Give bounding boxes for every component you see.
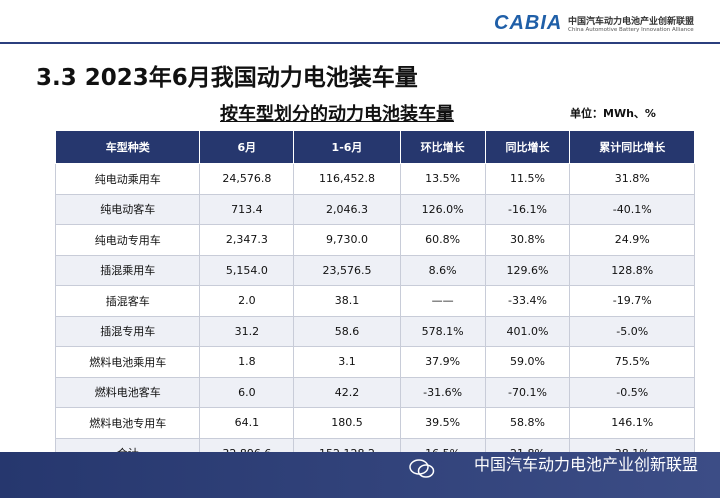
column-header: 累计同比增长 — [569, 130, 695, 164]
table-cell: 146.1% — [569, 407, 695, 439]
table-cell: 5,154.0 — [199, 254, 295, 286]
table-cell: 180.5 — [293, 407, 401, 439]
table-cell: 燃料电池乘用车 — [54, 346, 201, 378]
column-header: 车型种类 — [54, 130, 201, 164]
table-cell: 6.0 — [199, 376, 295, 408]
unit-label: 单位：MWh、% — [570, 107, 656, 120]
table-cell: -31.6% — [399, 376, 486, 408]
table-row: 纯电动客车 713.4 2,046.3 126.0% -16.1% -40.1% — [54, 193, 695, 225]
table-row: 插混专用车 31.2 58.6 578.1% 401.0% -5.0% — [54, 315, 695, 347]
table-cell: 纯电动乘用车 — [54, 163, 201, 195]
table-cell: 8.6% — [399, 254, 486, 286]
table-cell: -0.5% — [569, 376, 695, 408]
logo: CABIA — [494, 12, 563, 34]
column-header: 同比增长 — [484, 130, 571, 164]
column-header: 环比增长 — [399, 130, 486, 164]
table-row: 插混乘用车 5,154.0 23,576.5 8.6% 129.6% 128.8% — [54, 254, 695, 286]
table-cell: -19.7% — [569, 285, 695, 317]
table-cell: 2.0 — [199, 285, 295, 317]
org-name-en: China Automotive Battery Innovation Alli… — [568, 27, 694, 33]
table-cell: 30.8% — [484, 224, 571, 256]
footer-text: 中国汽车动力电池产业创新联盟 — [473, 455, 698, 474]
table-cell: 60.8% — [399, 224, 486, 256]
table-cell: 2,046.3 — [293, 193, 401, 225]
table-cell: 插混乘用车 — [54, 254, 201, 286]
table-cell: 31.8% — [569, 163, 695, 195]
table-cell: -70.1% — [484, 376, 571, 408]
table-cell: 126.0% — [399, 193, 486, 225]
table-cell: 24.9% — [569, 224, 695, 256]
table-cell: 9,730.0 — [293, 224, 401, 256]
table-cell: -5.0% — [569, 315, 695, 347]
table-cell: 插混专用车 — [54, 315, 201, 347]
table-cell: 578.1% — [399, 315, 486, 347]
table-row: 纯电动专用车 2,347.3 9,730.0 60.8% 30.8% 24.9% — [54, 224, 695, 256]
org-name: 中国汽车动力电池产业创新联盟 — [568, 17, 695, 27]
column-header: 1-6月 — [293, 130, 401, 164]
table-row: 插混客车 2.0 38.1 —— -33.4% -19.7% — [54, 285, 695, 317]
footer-bar: 中国汽车动力电池产业创新联盟 — [0, 452, 720, 498]
table-cell: 23,576.5 — [293, 254, 401, 286]
table-cell: 401.0% — [484, 315, 571, 347]
header-line — [0, 42, 720, 44]
table-cell: 64.1 — [199, 407, 295, 439]
table-cell: 燃料电池专用车 — [54, 407, 201, 439]
table-cell: 插混客车 — [54, 285, 201, 317]
table-cell: 58.6 — [293, 315, 401, 347]
table-cell: 75.5% — [569, 346, 695, 378]
table-cell: 燃料电池客车 — [54, 376, 201, 408]
table-cell: 39.5% — [399, 407, 486, 439]
table-cell: 2,347.3 — [199, 224, 295, 256]
table-cell: 纯电动专用车 — [54, 224, 201, 256]
table-cell: 58.8% — [484, 407, 571, 439]
table-cell: 128.8% — [569, 254, 695, 286]
table-cell: -40.1% — [569, 193, 695, 225]
table-cell: 1.8 — [199, 346, 295, 378]
table-cell: 11.5% — [484, 163, 571, 195]
column-header: 6月 — [199, 130, 295, 164]
table-cell: 37.9% — [399, 346, 486, 378]
table-cell: 116,452.8 — [293, 163, 401, 195]
table-title: 按车型划分的动力电池装车量 — [220, 104, 454, 125]
table-cell: 13.5% — [399, 163, 486, 195]
table-row: 燃料电池专用车 64.1 180.5 39.5% 58.8% 146.1% — [54, 407, 695, 439]
table-cell: —— — [399, 285, 486, 317]
table-cell: 纯电动客车 — [54, 193, 201, 225]
table-cell: -16.1% — [484, 193, 571, 225]
table-row: 燃料电池乘用车 1.8 3.1 37.9% 59.0% 75.5% — [54, 346, 695, 378]
table-cell: 38.1 — [293, 285, 401, 317]
slide-title: 3.3 2023年6月我国动力电池装车量 — [36, 65, 418, 91]
table-row: 纯电动乘用车 24,576.8 116,452.8 13.5% 11.5% 31.8% — [54, 163, 695, 195]
table-cell: 24,576.8 — [199, 163, 295, 195]
table-cell: 59.0% — [484, 346, 571, 378]
table-cell: 713.4 — [199, 193, 295, 225]
table-cell: 3.1 — [293, 346, 401, 378]
table-cell: 129.6% — [484, 254, 571, 286]
table-cell: -33.4% — [484, 285, 571, 317]
table-cell: 42.2 — [293, 376, 401, 408]
table-row: 燃料电池客车 6.0 42.2 -31.6% -70.1% -0.5% — [54, 376, 695, 408]
table-cell: 31.2 — [199, 315, 295, 347]
wechat-icon — [409, 459, 435, 478]
data-table: 车型种类 6月 1-6月 环比增长 同比增长 累计同比增长 纯电动乘用车 24,576.8 11… — [54, 130, 695, 469]
